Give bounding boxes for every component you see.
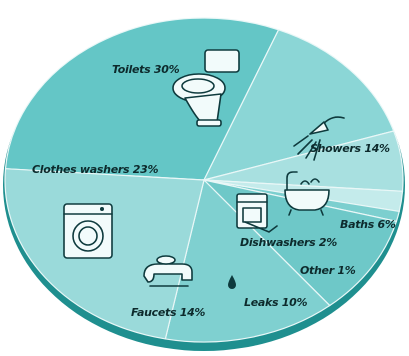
- toilet-icon: [172, 49, 240, 127]
- faucet-icon: [143, 255, 193, 287]
- slice-label-faucets: Faucets 14%: [131, 306, 205, 319]
- slice-label-leaks: Leaks 10%: [244, 296, 307, 309]
- showerhead-icon: [293, 116, 345, 161]
- pie-slice-showers: [202, 29, 395, 181]
- water-drop-icon: [228, 275, 236, 289]
- bathtub-icon: [284, 171, 330, 216]
- slice-label-showers: Showers 14%: [310, 142, 390, 155]
- washing-machine-icon: [63, 203, 113, 259]
- slice-label-other: Other 1%: [300, 264, 356, 277]
- slice-label-dishwashers: Dishwashers 2%: [240, 236, 337, 249]
- pie-slice-faucets: [164, 178, 331, 343]
- slice-label-toilets: Toilets 30%: [112, 63, 180, 76]
- dishwasher-icon: [236, 193, 278, 233]
- slice-label-clothes-washers: Clothes washers 23%: [32, 163, 158, 176]
- slice-label-baths: Baths 6%: [340, 218, 396, 231]
